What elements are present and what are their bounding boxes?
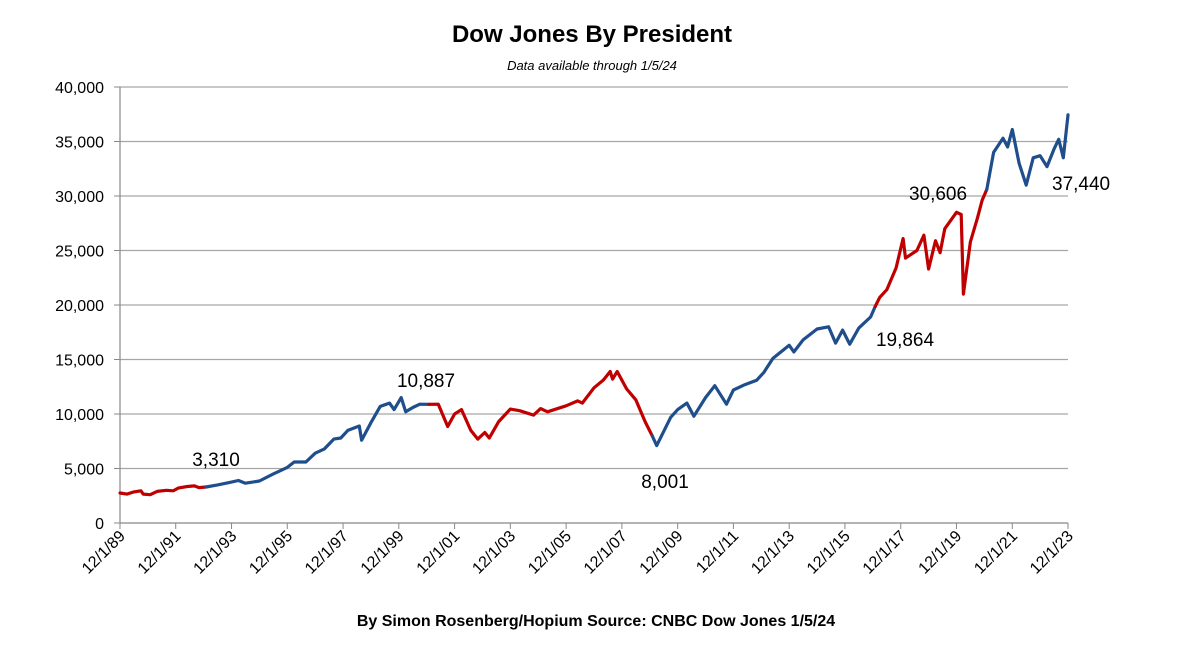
x-tick-label: 12/1/95 xyxy=(246,528,296,578)
y-tick-label: 10,000 xyxy=(55,407,104,424)
x-axis: 12/1/89 12/1/91 12/1/93 12/1/95 12/1/97 12/1/… xyxy=(79,523,1077,578)
democrat-term-line xyxy=(204,396,431,489)
republican-term-line xyxy=(873,187,989,309)
republican-term-line xyxy=(427,369,654,441)
value-annotation: 10,887 xyxy=(397,371,455,392)
chart-subtitle: Data available through 1/5/24 xyxy=(507,58,677,73)
x-tick-label: 12/1/23 xyxy=(1027,528,1077,578)
x-tick-label: 12/1/09 xyxy=(637,528,687,578)
value-annotation: 30,606 xyxy=(909,184,967,205)
x-tick-label: 12/1/07 xyxy=(581,528,631,578)
value-annotation: 3,310 xyxy=(192,450,240,471)
annotations: 3,310 10,887 8,001 19,864 30,606 37,440 xyxy=(192,174,1110,493)
x-tick-label: 12/1/17 xyxy=(860,528,910,578)
x-tick-label: 12/1/15 xyxy=(804,528,854,578)
series-lines xyxy=(118,113,1070,497)
y-tick-label: 15,000 xyxy=(55,353,104,370)
x-tick-label: 12/1/91 xyxy=(135,528,185,578)
x-tick-label: 12/1/19 xyxy=(916,528,966,578)
value-annotation: 19,864 xyxy=(876,330,935,351)
y-tick-label: 25,000 xyxy=(55,244,104,261)
gridlines xyxy=(120,86,1068,524)
x-tick-label: 12/1/11 xyxy=(693,528,742,577)
y-tick-label: 5,000 xyxy=(64,462,104,479)
republican-term-line xyxy=(118,484,208,497)
value-annotation: 37,440 xyxy=(1052,174,1110,195)
y-axis: 0 5,000 10,000 15,000 20,000 25,000 30,000 35,0… xyxy=(55,80,121,533)
x-tick-label: 12/1/93 xyxy=(191,528,241,578)
y-tick-label: 20,000 xyxy=(55,298,104,315)
x-tick-label: 12/1/89 xyxy=(79,528,129,578)
y-tick-label: 0 xyxy=(95,516,104,533)
value-annotation: 8,001 xyxy=(641,472,689,493)
x-tick-label: 12/1/01 xyxy=(414,528,464,578)
chart-title: Dow Jones By President xyxy=(452,21,732,48)
y-tick-label: 35,000 xyxy=(55,135,104,152)
democrat-term-line xyxy=(650,304,877,448)
y-tick-label: 30,000 xyxy=(55,189,104,206)
democrat-term-line xyxy=(985,113,1070,191)
y-tick-label: 40,000 xyxy=(55,80,104,97)
x-tick-label: 12/1/05 xyxy=(525,528,575,578)
x-tick-label: 12/1/13 xyxy=(748,528,798,578)
x-tick-label: 12/1/99 xyxy=(358,528,408,578)
x-tick-label: 12/1/21 xyxy=(971,528,1021,578)
x-tick-label: 12/1/97 xyxy=(302,528,352,578)
chart-footer: By Simon Rosenberg/Hopium Source: CNBC D… xyxy=(357,613,835,630)
x-tick-label: 12/1/03 xyxy=(469,528,519,578)
